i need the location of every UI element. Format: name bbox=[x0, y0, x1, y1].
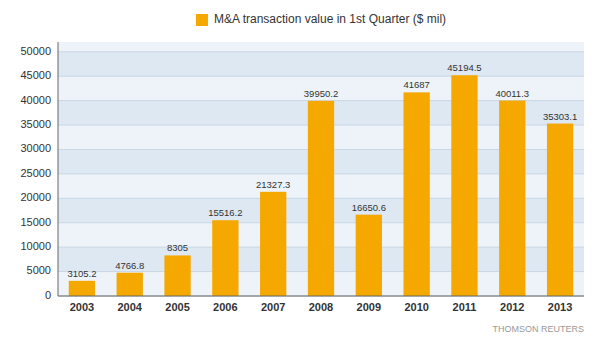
x-tick-label: 2004 bbox=[117, 301, 142, 313]
bar bbox=[451, 75, 477, 296]
x-tick-label: 2005 bbox=[165, 301, 189, 313]
x-tick-label: 2010 bbox=[404, 301, 428, 313]
x-tick-label: 2007 bbox=[261, 301, 285, 313]
y-tick-label: 10000 bbox=[20, 240, 51, 252]
y-tick-label: 40000 bbox=[20, 94, 51, 106]
grid-line bbox=[58, 76, 584, 77]
y-tick-label: 20000 bbox=[20, 191, 51, 203]
data-label: 35303.1 bbox=[543, 111, 577, 122]
y-tick-label: 5000 bbox=[27, 264, 51, 276]
bar bbox=[212, 220, 238, 296]
bar bbox=[69, 281, 95, 296]
x-axis: 2003 2004 2005 2006 2007 2008 2009 2010 2011 2012… bbox=[58, 296, 584, 313]
x-axis-line bbox=[58, 296, 584, 297]
x-tick-label: 2009 bbox=[357, 301, 381, 313]
bars bbox=[69, 75, 573, 296]
legend-label: M&A transaction value in 1st Quarter ($ … bbox=[214, 12, 446, 26]
bar bbox=[164, 255, 190, 296]
y-tick-label: 15000 bbox=[20, 216, 51, 228]
bar bbox=[117, 273, 143, 296]
y-tick-label: 25000 bbox=[20, 167, 51, 179]
data-label: 16650.6 bbox=[352, 202, 386, 213]
data-labels: 3105.2 4766.8 8305 15516.2 21327.3 39950.2 166… bbox=[67, 62, 577, 279]
grid-line bbox=[58, 296, 584, 297]
y-tick-label: 50000 bbox=[20, 45, 51, 57]
bar bbox=[403, 92, 429, 296]
data-label: 21327.3 bbox=[256, 179, 290, 190]
data-label: 41687 bbox=[403, 79, 429, 90]
x-tick-label: 2008 bbox=[309, 301, 333, 313]
data-label: 3105.2 bbox=[67, 268, 96, 279]
chart: 0 5000 10000 15000 20000 25000 30000 35000 40000… bbox=[0, 0, 600, 340]
y-tick-label: 30000 bbox=[20, 142, 51, 154]
bar bbox=[308, 101, 334, 296]
grid-band bbox=[58, 52, 584, 76]
annotation: THOMSON REUTERS bbox=[492, 324, 584, 334]
bar bbox=[356, 215, 382, 296]
y-axis: 0 5000 10000 15000 20000 25000 30000 35000 40000… bbox=[20, 42, 58, 301]
x-tick-label: 2006 bbox=[213, 301, 237, 313]
grid-line bbox=[58, 51, 584, 52]
bar bbox=[547, 124, 573, 296]
y-tick-label: 0 bbox=[45, 289, 51, 301]
data-label: 8305 bbox=[167, 242, 188, 253]
data-label: 4766.8 bbox=[115, 260, 144, 271]
data-label: 45194.5 bbox=[447, 62, 481, 73]
y-axis-line bbox=[58, 42, 59, 296]
legend: M&A transaction value in 1st Quarter ($ … bbox=[196, 12, 446, 26]
data-label: 15516.2 bbox=[208, 207, 242, 218]
bar bbox=[499, 101, 525, 296]
data-label: 39950.2 bbox=[304, 88, 338, 99]
bar bbox=[260, 192, 286, 296]
x-tick-label: 2013 bbox=[548, 301, 572, 313]
grid bbox=[58, 42, 584, 296]
x-tick-label: 2003 bbox=[70, 301, 94, 313]
legend-swatch bbox=[196, 14, 208, 26]
data-label: 40011.3 bbox=[495, 88, 529, 99]
y-tick-label: 35000 bbox=[20, 118, 51, 130]
plot-background bbox=[58, 42, 584, 296]
y-tick-label: 45000 bbox=[20, 69, 51, 81]
x-tick-label: 2012 bbox=[500, 301, 524, 313]
x-tick-label: 2011 bbox=[453, 301, 477, 313]
